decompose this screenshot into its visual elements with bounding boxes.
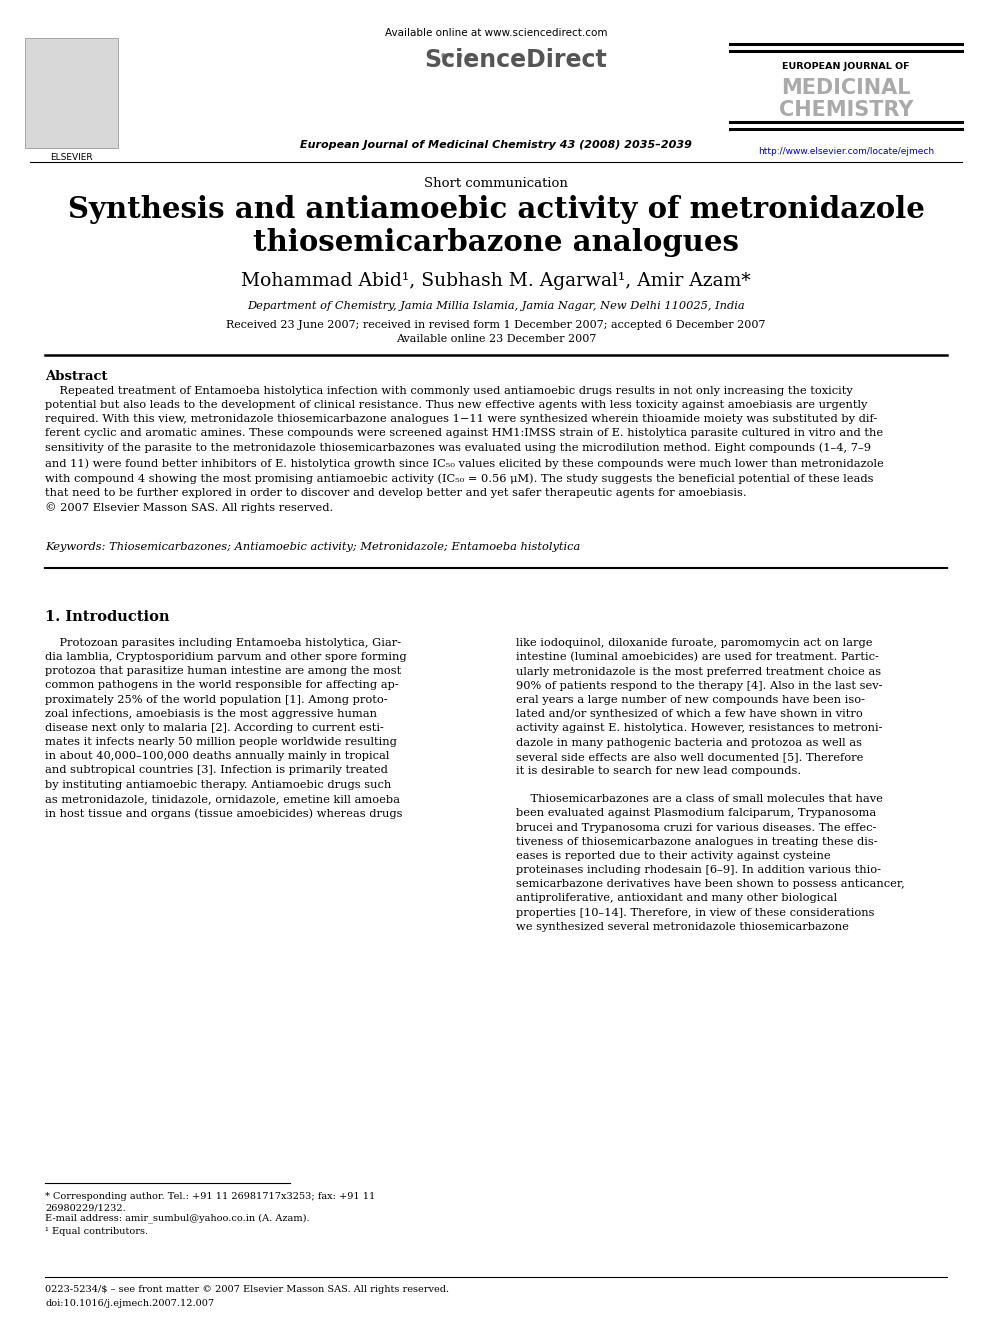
Text: CHEMISTRY: CHEMISTRY [779,101,914,120]
Text: like iodoquinol, diloxanide furoate, paromomycin act on large
intestine (luminal: like iodoquinol, diloxanide furoate, par… [516,638,905,931]
Text: Available online at www.sciencedirect.com: Available online at www.sciencedirect.co… [385,28,607,38]
Text: E-mail address: amir_sumbul@yahoo.co.in (A. Azam).: E-mail address: amir_sumbul@yahoo.co.in … [45,1213,310,1222]
Text: Protozoan parasites including Entamoeba histolytica, Giar-
dia lamblia, Cryptosp: Protozoan parasites including Entamoeba … [45,638,407,819]
Text: ELSEVIER: ELSEVIER [50,153,92,161]
Text: ScienceDirect: ScienceDirect [425,48,607,71]
Text: doi:10.1016/j.ejmech.2007.12.007: doi:10.1016/j.ejmech.2007.12.007 [45,1299,214,1308]
Text: Abstract: Abstract [45,370,107,382]
Text: ¹ Equal contributors.: ¹ Equal contributors. [45,1226,148,1236]
Text: MEDICINAL: MEDICINAL [782,78,911,98]
Text: thiosemicarbazone analogues: thiosemicarbazone analogues [253,228,739,257]
Text: Synthesis and antiamoebic activity of metronidazole: Synthesis and antiamoebic activity of me… [67,194,925,224]
Text: 0223-5234/$ – see front matter © 2007 Elsevier Masson SAS. All rights reserved.: 0223-5234/$ – see front matter © 2007 El… [45,1285,449,1294]
Text: http://www.elsevier.com/locate/ejmech: http://www.elsevier.com/locate/ejmech [758,147,934,156]
Text: ••••: •••• [438,50,474,65]
FancyBboxPatch shape [25,38,118,148]
Text: Department of Chemistry, Jamia Millia Islamia, Jamia Nagar, New Delhi 110025, In: Department of Chemistry, Jamia Millia Is… [247,302,745,311]
Text: Available online 23 December 2007: Available online 23 December 2007 [396,333,596,344]
Text: European Journal of Medicinal Chemistry 43 (2008) 2035–2039: European Journal of Medicinal Chemistry … [300,140,692,149]
Text: Repeated treatment of Entamoeba histolytica infection with commonly used antiamo: Repeated treatment of Entamoeba histolyt… [45,386,884,513]
Text: 1. Introduction: 1. Introduction [45,610,170,624]
Text: * Corresponding author. Tel.: +91 11 26981717x3253; fax: +91 11
26980229/1232.: * Corresponding author. Tel.: +91 11 269… [45,1192,375,1213]
Text: Short communication: Short communication [424,177,568,191]
Text: Received 23 June 2007; received in revised form 1 December 2007; accepted 6 Dece: Received 23 June 2007; received in revis… [226,320,766,329]
Text: EUROPEAN JOURNAL OF: EUROPEAN JOURNAL OF [782,62,910,71]
Text: Mohammad Abid¹, Subhash M. Agarwal¹, Amir Azam*: Mohammad Abid¹, Subhash M. Agarwal¹, Ami… [241,273,751,290]
Text: Keywords: Thiosemicarbazones; Antiamoebic activity; Metronidazole; Entamoeba his: Keywords: Thiosemicarbazones; Antiamoebi… [45,542,580,552]
